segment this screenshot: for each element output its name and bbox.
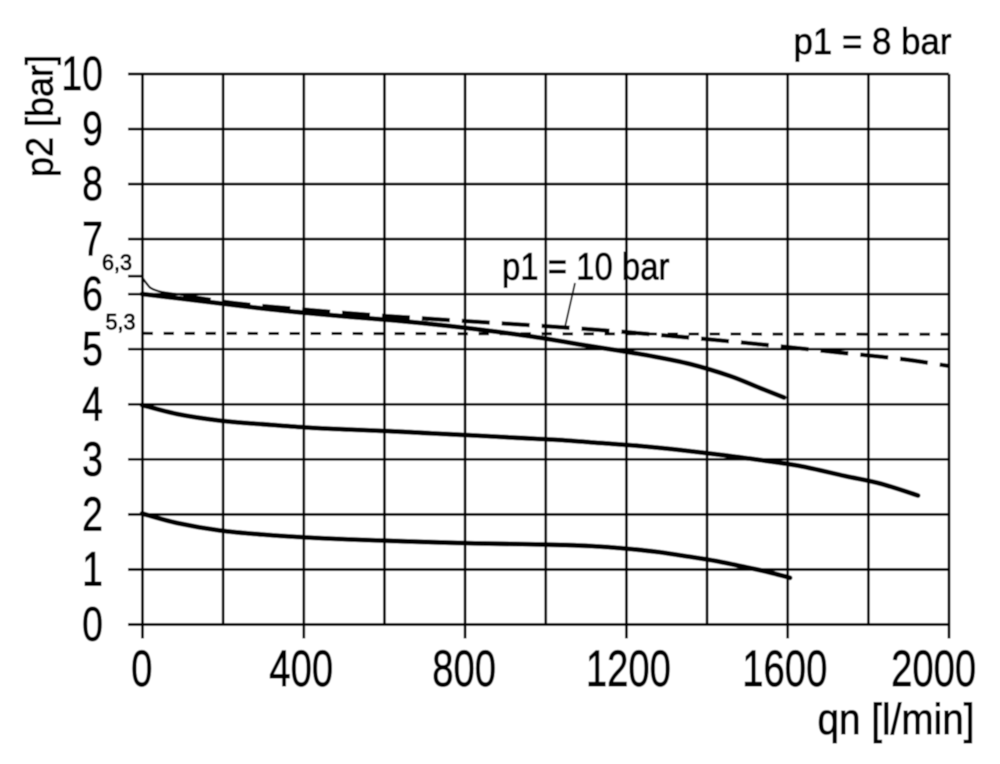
svg-text:3: 3 (82, 433, 103, 487)
svg-text:5: 5 (82, 323, 103, 377)
svg-text:p1 = 10 bar: p1 = 10 bar (502, 247, 670, 289)
svg-text:0: 0 (82, 598, 103, 652)
svg-text:6,3: 6,3 (102, 250, 132, 275)
svg-text:0: 0 (131, 639, 152, 697)
svg-text:9: 9 (82, 103, 103, 157)
svg-text:4: 4 (82, 378, 103, 432)
svg-text:1600: 1600 (742, 639, 827, 697)
svg-text:1200: 1200 (586, 639, 671, 697)
svg-text:5,3: 5,3 (106, 309, 136, 334)
svg-text:qn [l/min]: qn [l/min] (818, 695, 975, 744)
svg-text:1: 1 (82, 543, 103, 597)
svg-text:7: 7 (82, 213, 103, 267)
svg-text:2000: 2000 (891, 639, 976, 697)
svg-text:8: 8 (82, 158, 103, 212)
svg-text:400: 400 (269, 639, 333, 697)
svg-text:800: 800 (432, 639, 496, 697)
svg-text:p2 [bar]: p2 [bar] (20, 55, 62, 177)
svg-text:6: 6 (82, 268, 103, 322)
svg-text:10: 10 (61, 48, 103, 102)
svg-text:p1 = 8 bar: p1 = 8 bar (794, 20, 952, 62)
svg-text:2: 2 (82, 488, 103, 542)
